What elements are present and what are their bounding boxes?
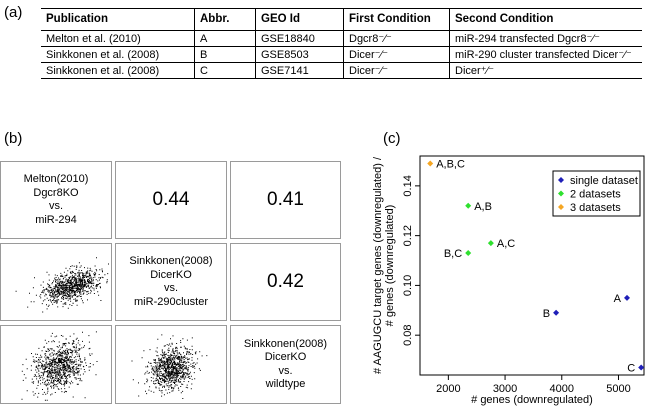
table-row: Melton et al. (2010) A GSE18840 Dgcr8⁻⁄⁻… (41, 30, 642, 47)
cell-publication: Sinkkonen et al. (2008) (41, 46, 195, 63)
cell-abbr: B (194, 46, 256, 63)
point-label: A (614, 293, 622, 305)
scatter-cell-ba (0, 243, 112, 321)
diag-label-c: Sinkkonen(2008) DicerKO vs. wildtype (231, 338, 340, 392)
diag-label-line: DicerKO (264, 351, 307, 363)
data-point (487, 240, 494, 247)
cell-abbr: C (194, 62, 256, 79)
plot-frame (419, 155, 645, 376)
legend-marker (558, 190, 564, 197)
cell-first-condition: Dicer⁻⁄⁻ (343, 62, 450, 79)
x-tick-label: 2000 (436, 383, 460, 395)
legend-label: single dataset (570, 175, 638, 187)
cell-geo-id: GSE7141 (255, 62, 344, 79)
col-header-geo-id: GEO Id (255, 8, 344, 31)
diag-cell-b: Sinkkonen(2008) DicerKO vs. miR-290clust… (115, 243, 227, 321)
publication-table: Publication Abbr. GEO Id First Condition… (41, 8, 642, 79)
point-label: B,C (444, 248, 462, 260)
data-point (465, 202, 472, 209)
diag-label-line: vs. (163, 282, 179, 294)
cell-geo-id: GSE8503 (255, 46, 344, 63)
y-axis-label: # genes (downregulated) (384, 205, 396, 327)
cell-publication: Melton et al. (2010) (41, 30, 195, 47)
corr-cell-ab: 0.44 (115, 161, 227, 239)
x-axis-label: # genes (downregulated) (471, 394, 593, 406)
diag-cell-c: Sinkkonen(2008) DicerKO vs. wildtype (230, 325, 341, 404)
panel-label-a: (a) (4, 4, 23, 21)
scatter-cloud (21, 331, 98, 401)
diag-label-line: miR-294 (35, 213, 77, 226)
correlation-value-bc: 0.42 (267, 271, 304, 292)
data-point (465, 250, 472, 257)
corr-cell-bc: 0.42 (230, 243, 341, 321)
diag-label-line: Melton(2010) (23, 173, 89, 185)
cell-geo-id: GSE18840 (255, 30, 344, 47)
cell-second-condition: miR-290 cluster transfected Dicer⁻⁄⁻ (449, 46, 642, 63)
col-header-abbr: Abbr. (194, 8, 256, 31)
data-point (427, 160, 434, 167)
panel-label-c: (c) (383, 130, 401, 147)
mini-scatter-plot (131, 334, 208, 399)
diag-label-b: Sinkkonen(2008) DicerKO vs. miR-290clust… (116, 255, 226, 309)
correlation-value-ac: 0.41 (267, 189, 304, 210)
cell-publication: Sinkkonen et al. (2008) (41, 62, 195, 79)
diag-label-a: Melton(2010) Dgcr8KO vs. miR-294 (1, 173, 111, 227)
x-tick-label: 3000 (493, 383, 517, 395)
scatter-chart: 2000 3000 4000 5000 0.08 0.10 0.12 0.14 # genes … (372, 155, 645, 406)
correlation-value-ab: 0.44 (152, 189, 190, 210)
legend-box (552, 170, 641, 217)
point-label: B (543, 308, 550, 320)
data-point (623, 294, 630, 301)
scatter-cloud (131, 334, 208, 399)
mini-scatter-plot (15, 257, 110, 313)
scatter-cloud (15, 257, 110, 313)
legend-marker (558, 177, 564, 183)
scatter-cell-ca (0, 325, 112, 404)
col-header-first-condition: First Condition (343, 8, 450, 31)
corr-cell-ac: 0.41 (230, 161, 341, 239)
scatter-cell-cb (115, 325, 227, 404)
point-label: A,B (474, 201, 492, 213)
table-row: Sinkkonen et al. (2008) B GSE8503 Dicer⁻… (41, 46, 642, 63)
point-label: A,B,C (436, 158, 465, 170)
diag-label-line: Dgcr8KO (33, 186, 79, 199)
diag-cell-a: Melton(2010) Dgcr8KO vs. miR-294 (0, 161, 112, 239)
y-tick-label: 0.10 (402, 275, 414, 296)
x-tick-label: 5000 (606, 383, 630, 395)
point-label: C (627, 363, 635, 375)
diag-label-line: wildtype (265, 378, 306, 390)
x-tick-label: 4000 (550, 383, 574, 395)
y-axis-label: # AAGUGCU target genes (downregulated) / (372, 156, 384, 374)
table-row: Sinkkonen et al. (2008) C GSE7141 Dicer⁻… (41, 62, 642, 79)
diag-label-line: miR-290cluster (134, 295, 208, 308)
y-tick-label: 0.14 (402, 175, 414, 196)
col-header-publication: Publication (41, 8, 195, 31)
cell-first-condition: Dicer⁻⁄⁻ (343, 46, 450, 63)
diag-label-line: vs. (48, 200, 64, 212)
cell-abbr: A (194, 30, 256, 47)
y-tick-label: 0.08 (402, 324, 414, 345)
diag-label-line: Sinkkonen(2008) (243, 337, 328, 350)
y-tick-label: 0.12 (402, 225, 414, 246)
data-point (553, 309, 560, 316)
data-point (638, 364, 645, 371)
pairs-matrix: Melton(2010) Dgcr8KO vs. miR-294 0.44 0.… (0, 161, 341, 404)
table-header-row: Publication Abbr. GEO Id First Condition… (41, 8, 642, 31)
diag-label-line: Sinkkonen(2008) (129, 255, 213, 267)
cell-second-condition: miR-294 transfected Dgcr8⁻⁄⁻ (449, 30, 642, 47)
cell-second-condition: Dicer⁺⁄⁻ (449, 62, 642, 79)
legend-marker (558, 204, 564, 210)
legend-label: 3 datasets (570, 202, 621, 214)
diag-label-line: DicerKO (150, 268, 192, 281)
cell-first-condition: Dgcr8⁻⁄⁻ (343, 30, 450, 47)
col-header-second-condition: Second Condition (449, 8, 642, 31)
diag-label-line: vs. (278, 364, 293, 377)
panel-label-b: (b) (4, 130, 23, 147)
point-label: A,C (497, 238, 515, 250)
legend-label: 2 datasets (570, 189, 621, 201)
mini-scatter-plot (21, 331, 98, 401)
